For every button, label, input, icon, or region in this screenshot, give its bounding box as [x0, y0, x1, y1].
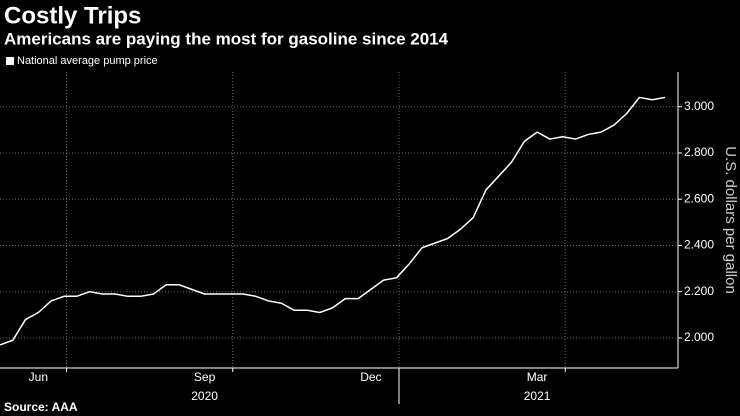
year-label: 2020: [191, 389, 218, 403]
x-tick-label: Mar: [527, 370, 548, 384]
y-tick-label: 2.400: [684, 238, 714, 252]
y-tick-label: 2.800: [684, 145, 714, 159]
legend-swatch: [6, 57, 14, 65]
y-tick-label: 2.600: [684, 191, 714, 205]
chart-subtitle: Americans are paying the most for gasoli…: [4, 29, 449, 48]
y-tick-label: 2.000: [684, 330, 714, 344]
legend-label: National average pump price: [17, 55, 158, 67]
y-axis-label: U.S. dollars per gallon: [722, 146, 739, 294]
y-tick-label: 3.000: [684, 99, 714, 113]
x-tick-label: Dec: [360, 370, 381, 384]
chart-title: Costly Trips: [4, 2, 141, 29]
y-tick-label: 2.200: [684, 284, 714, 298]
x-tick-label: Sep: [194, 370, 216, 384]
x-tick-label: Jun: [29, 370, 48, 384]
source: Source: AAA: [4, 400, 78, 414]
line: [0, 96, 666, 346]
year-label: 2021: [524, 389, 551, 403]
